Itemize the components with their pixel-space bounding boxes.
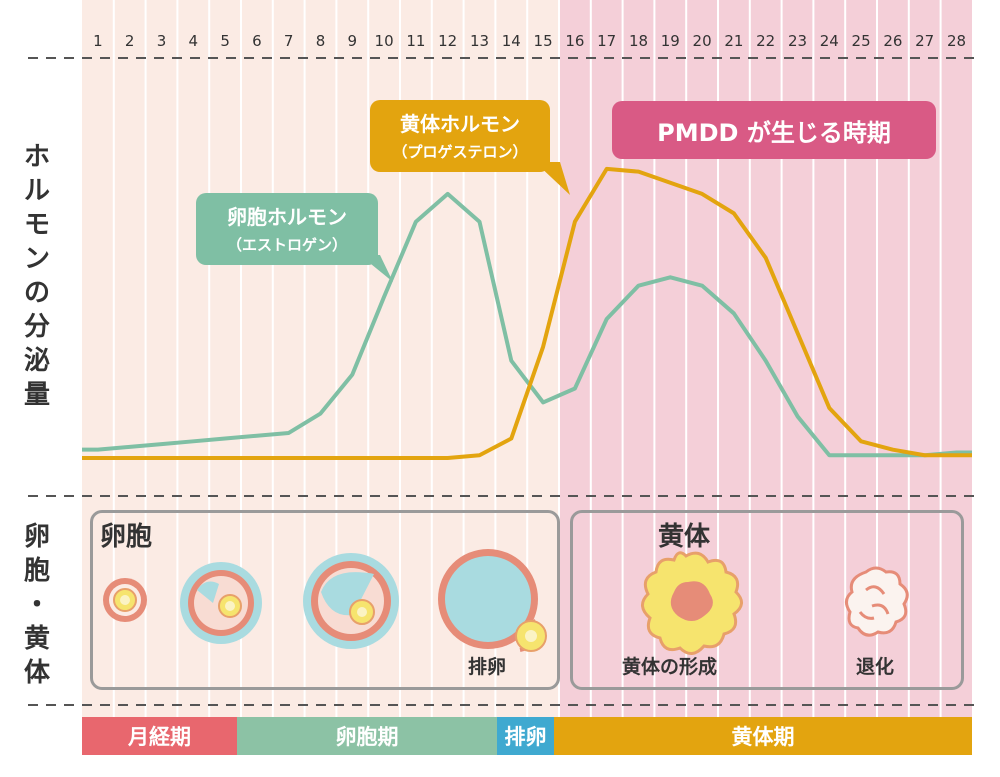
- day-tick-label: 22: [756, 32, 775, 50]
- phase-follicular: 卵胞期: [237, 717, 497, 755]
- progesterone-callout-sub: （プロゲステロン）: [392, 143, 528, 161]
- progesterone-callout: 黄体ホルモン （プロゲステロン）: [370, 100, 550, 172]
- hormone-label-char: 分: [23, 312, 50, 342]
- progesterone-line: [82, 166, 972, 460]
- corpus-luteum-box: [570, 510, 964, 690]
- hormone-label-char: ル: [23, 176, 50, 206]
- hormone-label-char: の: [23, 278, 50, 308]
- day-tick-label: 28: [947, 32, 966, 50]
- hormone-secretion-label: ホルモンの分泌量: [14, 140, 60, 412]
- day-tick-label: 1: [93, 32, 103, 50]
- body-label-char: ・: [23, 590, 50, 620]
- day-tick-labels: 1 2 3 4 5 6 7 8 9 10 11 12 13 14 15 16 17 18 19 20 21 22 23 24 2…: [93, 32, 966, 50]
- day-tick-label: 6: [252, 32, 262, 50]
- day-tick-label: 20: [693, 32, 712, 50]
- day-tick-label: 15: [534, 32, 553, 50]
- body-label-char: 卵: [23, 522, 50, 552]
- phase-luteal: 黄体期: [554, 717, 972, 755]
- day-tick-label: 26: [883, 32, 902, 50]
- hormone-label-char: ホ: [23, 142, 50, 172]
- regression-caption: 退化: [856, 656, 895, 678]
- phase-luteal-label: 黄体期: [731, 725, 795, 749]
- estrogen-line: [82, 191, 972, 458]
- ovulation-caption: 排卵: [468, 656, 507, 678]
- formation-caption: 黄体の形成: [622, 656, 718, 678]
- day-tick-label: 3: [157, 32, 167, 50]
- follicle-corpus-label: 卵胞・黄体: [14, 520, 60, 690]
- estrogen-callout-sub: （エストロゲン）: [226, 236, 347, 254]
- day-tick-label: 25: [852, 32, 871, 50]
- day-tick-label: 5: [220, 32, 230, 50]
- day-tick-label: 16: [565, 32, 584, 50]
- estrogen-callout: 卵胞ホルモン （エストロゲン）: [196, 193, 378, 265]
- day-tick-label: 2: [125, 32, 135, 50]
- phase-menstrual-label: 月経期: [128, 725, 191, 749]
- hormone-label-char: 泌: [23, 346, 50, 376]
- follicle-stage-3: [303, 553, 399, 649]
- day-tick-label: 4: [189, 32, 199, 50]
- phase-ovulation: 排卵: [497, 717, 554, 755]
- day-tick-label: 9: [348, 32, 358, 50]
- corpus-luteum-regressed: [845, 566, 909, 637]
- pmdd-callout: PMDD が生じる時期: [612, 101, 936, 159]
- follicle-stage-1: [103, 578, 147, 622]
- body-label-char: 体: [23, 658, 50, 688]
- day-tick-label: 23: [788, 32, 807, 50]
- estrogen-callout-title: 卵胞ホルモン: [227, 205, 347, 229]
- day-tick-label: 17: [597, 32, 616, 50]
- day-tick-label: 8: [316, 32, 326, 50]
- body-label-char: 黄: [23, 624, 50, 654]
- follicle-box: [90, 510, 560, 690]
- hormone-label-char: ン: [23, 244, 50, 274]
- follicle-box-label: 卵胞: [100, 522, 153, 552]
- day-tick-label: 19: [661, 32, 680, 50]
- day-tick-label: 14: [502, 32, 521, 50]
- corpus-luteum-box-label: 黄体: [658, 522, 711, 552]
- day-tick-label: 7: [284, 32, 294, 50]
- phase-menstrual: 月経期: [82, 717, 237, 755]
- corpus-luteum-forming: [641, 551, 743, 655]
- day-tick-label: 18: [629, 32, 648, 50]
- phase-follicular-label: 卵胞期: [335, 725, 399, 749]
- pmdd-callout-label: PMDD が生じる時期: [657, 118, 891, 147]
- body-label-char: 胞: [23, 556, 50, 586]
- day-tick-label: 27: [915, 32, 934, 50]
- follicle-stage-ovulation: [438, 549, 547, 652]
- day-tick-label: 21: [724, 32, 743, 50]
- phase-ovulation-label: 排卵: [504, 725, 547, 749]
- day-tick-label: 24: [820, 32, 839, 50]
- hormone-label-char: 量: [23, 380, 50, 410]
- day-tick-label: 12: [438, 32, 457, 50]
- day-tick-label: 13: [470, 32, 489, 50]
- hormone-label-char: モ: [23, 210, 50, 240]
- follicle-stage-2: [180, 562, 262, 644]
- day-tick-label: 10: [375, 32, 394, 50]
- progesterone-callout-title: 黄体ホルモン: [400, 112, 520, 136]
- day-tick-label: 11: [406, 32, 425, 50]
